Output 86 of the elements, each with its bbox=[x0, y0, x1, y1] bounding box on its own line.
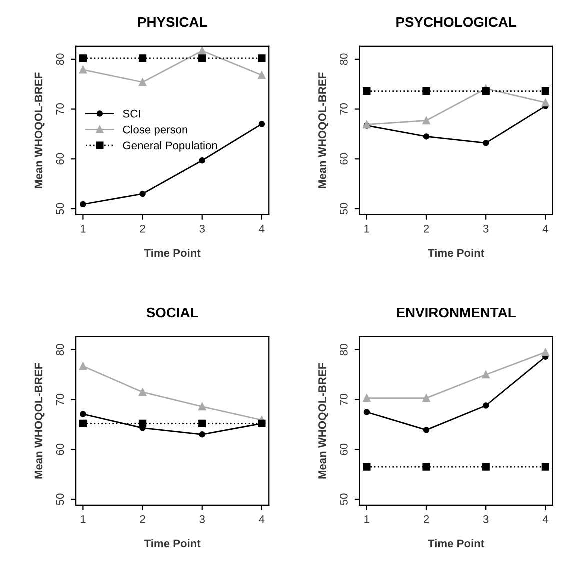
x-axis-title: Time Point bbox=[428, 539, 484, 548]
point bbox=[482, 371, 490, 379]
legend-label: Close person bbox=[123, 126, 188, 136]
y-axis-title: Mean WHOQOL-BREF bbox=[318, 363, 328, 479]
point bbox=[422, 88, 430, 96]
point bbox=[198, 47, 206, 55]
legend-label: General Population bbox=[123, 141, 218, 152]
point bbox=[363, 463, 371, 471]
point bbox=[363, 88, 371, 96]
point bbox=[140, 190, 146, 198]
point bbox=[422, 463, 430, 471]
x-tick-label: 1 bbox=[80, 516, 86, 524]
point bbox=[258, 121, 266, 128]
x-tick-label: 4 bbox=[259, 225, 265, 233]
x-tick-label: 1 bbox=[80, 225, 86, 233]
point bbox=[80, 411, 86, 418]
y-tick-label: 60 bbox=[340, 153, 348, 165]
point bbox=[423, 134, 430, 140]
point bbox=[79, 66, 88, 74]
y-tick-label: 80 bbox=[340, 54, 348, 66]
point bbox=[423, 427, 430, 434]
y-tick-label: 80 bbox=[340, 344, 348, 356]
point bbox=[79, 362, 88, 370]
point bbox=[198, 402, 206, 411]
point bbox=[482, 463, 490, 471]
chart-title: PHYSICAL bbox=[138, 17, 208, 28]
point bbox=[138, 54, 147, 62]
x-tick-label: 2 bbox=[140, 224, 146, 233]
y-tick-label: 70 bbox=[340, 394, 348, 406]
y-tick-label: 70 bbox=[56, 394, 64, 406]
y-axis-title: Mean WHOQOL-BREF bbox=[34, 72, 45, 188]
x-axis-title: Time Point bbox=[144, 539, 201, 548]
x-tick-label: 2 bbox=[140, 515, 146, 524]
x-tick-label: 4 bbox=[259, 516, 265, 524]
point bbox=[482, 140, 490, 146]
point bbox=[542, 98, 550, 107]
chart-title: ENVIRONMENTAL bbox=[397, 308, 516, 318]
point bbox=[422, 394, 430, 402]
point bbox=[199, 432, 206, 438]
point bbox=[542, 88, 550, 96]
x-axis-title: Time Point bbox=[428, 248, 484, 258]
chart-title: SOCIAL bbox=[146, 308, 198, 318]
point bbox=[482, 402, 490, 409]
y-tick-label: 50 bbox=[56, 494, 64, 506]
y-tick-label: 60 bbox=[340, 444, 348, 456]
legend-label: SCI bbox=[123, 110, 140, 118]
y-tick-label: 70 bbox=[340, 104, 348, 115]
y-axis-title: Mean WHOQOL-BREF bbox=[318, 72, 328, 188]
point bbox=[422, 116, 430, 125]
point bbox=[258, 72, 266, 80]
x-tick-label: 2 bbox=[424, 224, 430, 233]
point bbox=[80, 201, 86, 208]
point bbox=[482, 88, 490, 96]
point bbox=[198, 54, 206, 62]
x-tick-label: 3 bbox=[200, 515, 205, 524]
y-tick-label: 50 bbox=[340, 494, 348, 506]
x-tick-label: 3 bbox=[200, 224, 205, 233]
x-axis-title: Time Point bbox=[144, 248, 201, 258]
point bbox=[542, 463, 550, 471]
y-tick-label: 50 bbox=[56, 203, 64, 215]
point bbox=[79, 420, 88, 428]
point bbox=[138, 78, 147, 86]
y-tick-label: 60 bbox=[56, 153, 64, 165]
point bbox=[199, 158, 206, 164]
point bbox=[258, 54, 266, 62]
point bbox=[542, 348, 550, 356]
y-tick-label: 60 bbox=[56, 444, 64, 456]
x-tick-label: 4 bbox=[542, 516, 548, 524]
y-tick-label: 80 bbox=[56, 54, 64, 66]
y-tick-label: 50 bbox=[340, 203, 348, 215]
y-tick-label: 70 bbox=[56, 104, 64, 115]
point bbox=[138, 388, 147, 396]
point bbox=[363, 394, 371, 402]
y-axis-title: Mean WHOQOL-BREF bbox=[34, 363, 45, 479]
point bbox=[364, 409, 370, 416]
x-tick-label: 2 bbox=[424, 515, 430, 524]
x-tick-label: 3 bbox=[483, 515, 489, 524]
point bbox=[79, 54, 88, 62]
point bbox=[198, 420, 206, 428]
y-tick-label: 80 bbox=[56, 344, 64, 356]
x-tick-label: 1 bbox=[364, 516, 370, 524]
x-tick-label: 3 bbox=[483, 224, 489, 233]
point bbox=[138, 420, 147, 428]
x-tick-label: 4 bbox=[542, 225, 548, 233]
x-tick-label: 1 bbox=[364, 225, 370, 233]
chart-title: PSYCHOLOGICAL bbox=[396, 17, 516, 28]
